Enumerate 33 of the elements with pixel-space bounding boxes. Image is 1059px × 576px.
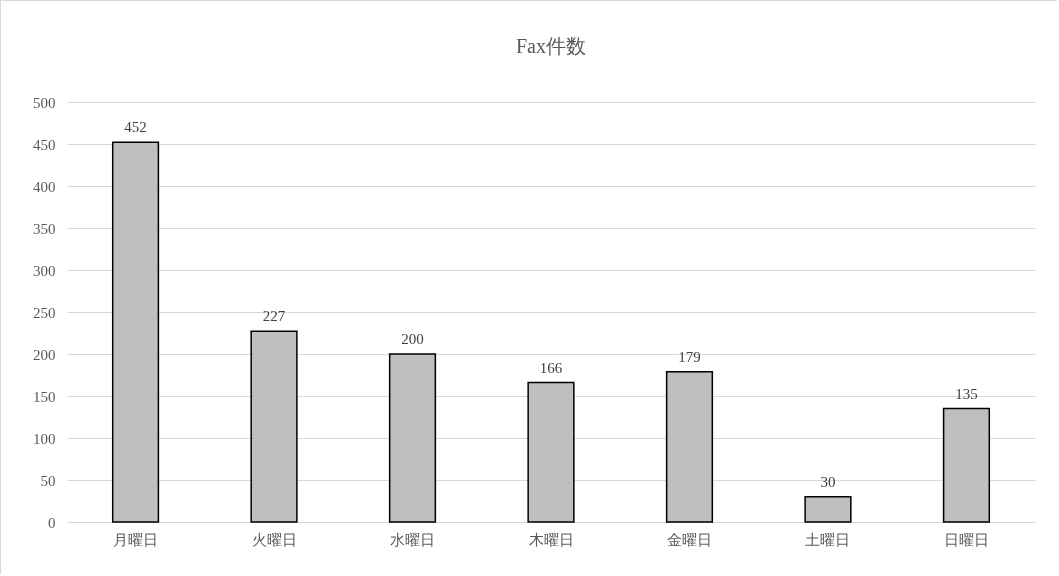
x-tick-label: 日曜日 [943,531,989,548]
data-label: 227 [262,308,286,325]
x-tick-label: 金曜日 [666,531,712,548]
y-tick-label: 50 [40,472,56,489]
bar [665,370,714,523]
x-tick-label: 火曜日 [251,531,297,548]
y-tick-label: 500 [33,94,56,111]
y-tick-label: 250 [33,304,56,321]
data-label: 200 [401,331,424,347]
x-tick-label: 土曜日 [805,531,851,548]
y-tick-label: 450 [33,136,56,153]
x-tick-label: 月曜日 [113,531,159,548]
bar [942,407,991,523]
y-tick-label: 400 [33,178,56,195]
bar [111,141,160,523]
bar [527,381,575,523]
data-label: 30 [820,473,836,490]
data-label: 179 [678,348,701,365]
y-tick-label: 200 [33,346,56,363]
y-tick-label: 300 [33,262,56,279]
chart-title: Fax件数 [516,35,586,57]
data-label: 452 [124,119,147,136]
bar [250,330,298,523]
x-tick-label: 水曜日 [390,531,436,548]
bar [388,353,437,523]
y-tick-label: 100 [33,430,56,447]
bar [804,496,852,523]
y-tick-label: 0 [48,514,56,531]
data-label: 135 [955,385,978,402]
data-label: 166 [539,359,563,376]
y-tick-label: 150 [33,388,56,405]
y-tick-label: 350 [33,220,56,237]
x-tick-label: 木曜日 [528,531,574,548]
